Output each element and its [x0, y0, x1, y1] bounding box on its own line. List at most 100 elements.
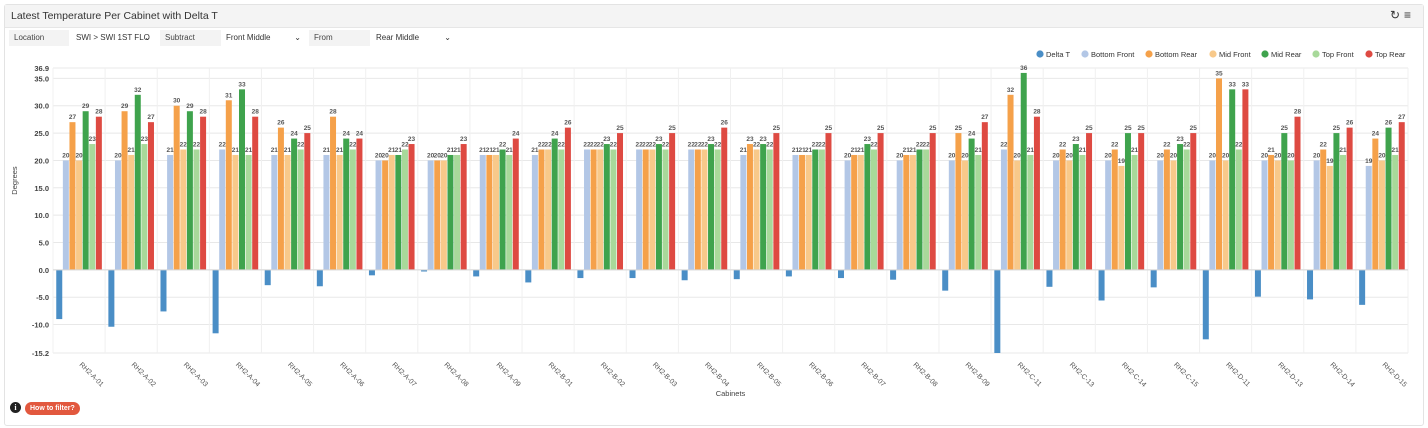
x-tick-label: RH2-A-04 — [234, 361, 261, 388]
bar-bottom-front — [219, 149, 226, 270]
bar-bottom-rear — [434, 160, 441, 270]
y-tick-label: 10.0 — [34, 211, 49, 220]
data-label: 25 — [877, 125, 885, 132]
bar-mid-front — [180, 149, 187, 270]
bar-top-front — [923, 149, 930, 270]
bar-bottom-rear — [1268, 154, 1275, 270]
bar-bottom-rear — [1320, 149, 1327, 270]
data-label: 23 — [460, 136, 468, 143]
data-label: 24 — [551, 131, 559, 138]
bar-top-rear — [147, 122, 154, 270]
bar-mid-front — [76, 160, 83, 270]
x-tick-label: RH2-D-13 — [1276, 361, 1303, 388]
legend-label: Top Front — [1322, 50, 1355, 59]
legend-label: Top Rear — [1375, 50, 1406, 59]
data-label: 21 — [323, 147, 331, 154]
data-label: 25 — [825, 125, 833, 132]
data-label: 21 — [805, 147, 813, 154]
bar-bottom-front — [844, 160, 851, 270]
info-icon[interactable]: i — [10, 402, 21, 413]
x-tick-label: RH2-D-15 — [1381, 361, 1408, 388]
bar-mid-rear — [343, 138, 350, 270]
data-label: 20 — [114, 152, 122, 159]
bar-top-rear — [408, 144, 415, 270]
bar-top-front — [454, 154, 461, 270]
data-label: 36 — [1020, 65, 1028, 72]
bar-delta-t — [160, 269, 167, 312]
bar-top-rear — [252, 116, 259, 270]
data-label: 22 — [597, 142, 605, 149]
bar-mid-rear — [551, 138, 558, 270]
data-label: 21 — [492, 147, 500, 154]
bar-top-front — [1079, 154, 1086, 270]
location-label: Location — [9, 30, 69, 46]
bar-mid-front — [1014, 160, 1021, 270]
data-label: 20 — [427, 152, 435, 159]
bar-top-rear — [564, 127, 571, 270]
bar-mid-rear — [864, 144, 871, 270]
x-tick-label: RH2-A-09 — [495, 361, 522, 388]
data-label: 22 — [499, 142, 507, 149]
x-tick-label: RH2-C-11 — [1016, 361, 1043, 388]
x-tick-label: RH2-B-01 — [547, 361, 574, 388]
from-select[interactable]: Rear Middle ⌄ — [373, 30, 453, 46]
data-label: 24 — [343, 131, 351, 138]
data-label: 22 — [401, 142, 409, 149]
bar-bottom-front — [1105, 160, 1112, 270]
bar-bottom-front — [375, 160, 382, 270]
data-label: 25 — [929, 125, 937, 132]
bar-mid-front — [388, 154, 395, 270]
data-label: 20 — [1066, 152, 1074, 159]
subtract-select[interactable]: Front Middle ⌄ — [223, 30, 303, 46]
bar-top-front — [193, 149, 200, 270]
bar-bottom-rear — [1007, 94, 1014, 270]
x-tick-label: RH2-B-06 — [807, 361, 834, 388]
bar-mid-rear — [499, 149, 506, 270]
bar-top-rear — [877, 133, 884, 270]
bar-delta-t — [473, 269, 480, 277]
location-value: SWI > SWI 1ST FLO — [76, 33, 150, 42]
data-label: 21 — [909, 147, 917, 154]
data-label: 21 — [128, 147, 136, 154]
data-label: 22 — [1320, 142, 1328, 149]
bar-top-front — [401, 149, 408, 270]
how-to-filter-button[interactable]: How to filter? — [25, 402, 80, 415]
bar-delta-t — [56, 269, 63, 320]
refresh-icon[interactable]: ↻ — [1390, 8, 1401, 22]
bar-bottom-rear — [330, 116, 337, 270]
bar-bottom-front — [167, 154, 174, 270]
location-select[interactable]: SWI > SWI 1ST FLO ⌄ — [73, 30, 153, 46]
bar-mid-front — [962, 160, 969, 270]
data-label: 21 — [506, 147, 514, 154]
data-label: 21 — [1392, 147, 1400, 154]
data-label: 21 — [798, 147, 806, 154]
bar-top-rear — [1190, 133, 1197, 270]
menu-icon[interactable]: ≡ — [1404, 8, 1412, 22]
bar-bottom-rear — [1059, 149, 1066, 270]
bar-bottom-rear — [486, 154, 493, 270]
data-label: 31 — [225, 92, 233, 99]
bar-delta-t — [890, 269, 897, 280]
bar-bottom-rear — [851, 154, 858, 270]
bar-top-front — [1340, 154, 1347, 270]
x-tick-label: RH2-B-08 — [911, 361, 938, 388]
x-tick-label: RH2-A-06 — [338, 361, 365, 388]
data-label: 22 — [714, 142, 722, 149]
data-label: 21 — [284, 147, 292, 154]
bar-top-rear — [356, 138, 363, 270]
panel-title: Latest Temperature Per Cabinet with Delt… — [11, 10, 218, 22]
bar-bottom-front — [1365, 165, 1372, 270]
x-tick-label: RH2-B-04 — [703, 361, 730, 388]
bar-bottom-rear — [69, 122, 76, 270]
bar-mid-rear — [1385, 127, 1392, 270]
data-label: 23 — [1176, 136, 1184, 143]
data-label: 22 — [870, 142, 878, 149]
bar-top-front — [714, 149, 721, 270]
y-tick-label: -10.0 — [32, 321, 49, 330]
data-label: 26 — [564, 120, 572, 127]
data-label: 25 — [1138, 125, 1146, 132]
bar-mid-rear — [447, 154, 454, 270]
bar-top-rear — [1346, 127, 1353, 270]
data-label: 25 — [669, 125, 677, 132]
